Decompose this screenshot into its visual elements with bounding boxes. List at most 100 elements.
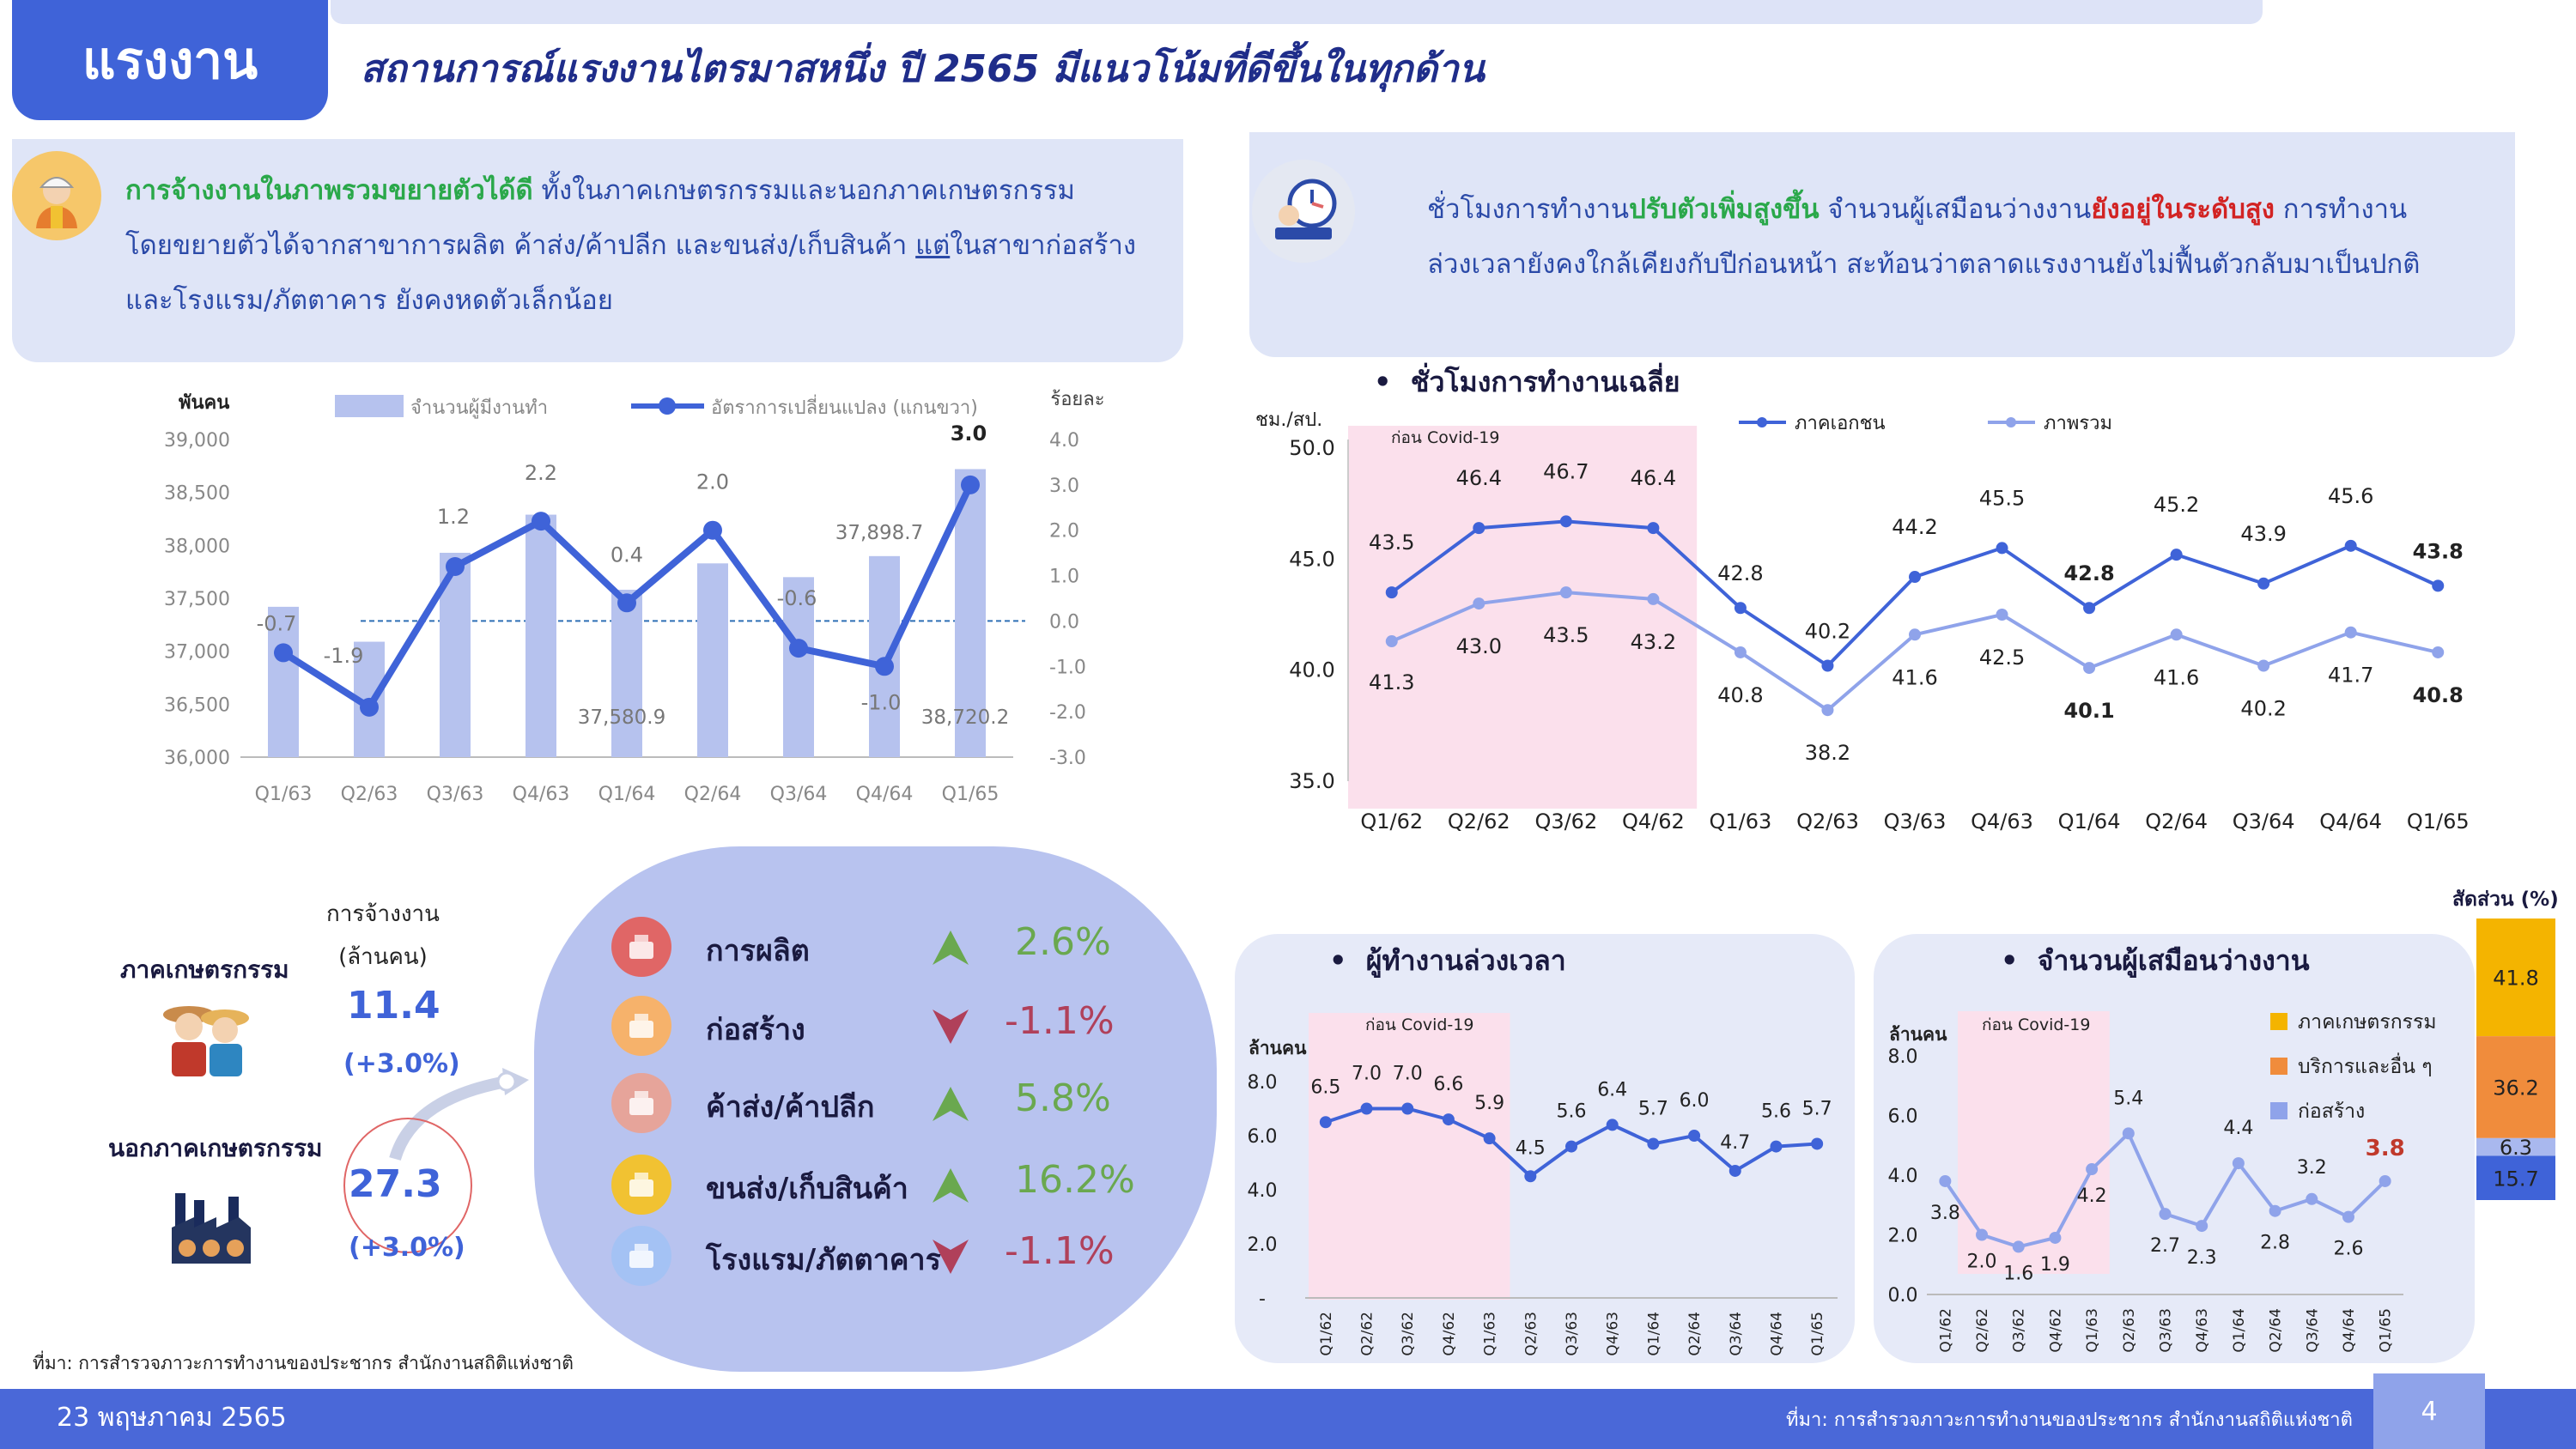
- underemployed-point: [2306, 1192, 2318, 1205]
- overtime-chart-title-text: ผู้ทำงานล่วงเวลา: [1365, 944, 1566, 977]
- x-tick: Q1/64: [598, 784, 656, 805]
- private-point: [2432, 579, 2445, 592]
- change-label: 0.4: [611, 543, 643, 567]
- y-tick: 35.0: [1289, 769, 1334, 793]
- change-point: [789, 639, 808, 658]
- change-label: 2.0: [696, 470, 729, 494]
- x-tick: Q1/65: [1809, 1312, 1826, 1356]
- private-point: [1996, 542, 2008, 555]
- sector-icon: [611, 1226, 671, 1286]
- overall-label: 43.5: [1543, 623, 1589, 647]
- overtime-label: 6.4: [1597, 1079, 1627, 1100]
- nonagri-label: นอกภาคเกษตรกรรม: [108, 1134, 323, 1162]
- hours-line1c: การทำงาน: [2274, 194, 2408, 225]
- y-tick-right: -1.0: [1049, 657, 1086, 678]
- y-tick-left: 36,000: [164, 748, 230, 769]
- overall-label: 40.1: [2063, 699, 2114, 723]
- x-tick: Q2/62: [1448, 809, 1510, 834]
- x-tick: Q2/64: [684, 784, 742, 805]
- change-label: -0.6: [777, 586, 817, 610]
- x-tick: Q4/63: [1605, 1312, 1622, 1356]
- underemployed-point: [2159, 1208, 2172, 1221]
- hours-highlight-up: ปรับตัวเพิ่มสูงขึ้น: [1629, 194, 1820, 225]
- share-segment: [2476, 1137, 2555, 1156]
- x-tick: Q2/62: [1359, 1312, 1376, 1356]
- overall-point: [1559, 586, 1572, 599]
- legend-swatch: [2270, 1013, 2287, 1030]
- y-tick: 50.0: [1289, 436, 1334, 460]
- sector-value: -1.1%: [1005, 999, 1115, 1043]
- y-tick: 2.0: [1248, 1234, 1278, 1256]
- hours-highlight-high: ยังอยู่ในระดับสูง: [2091, 194, 2275, 225]
- overtime-point: [1565, 1140, 1577, 1153]
- underemployed-point: [2086, 1163, 2099, 1176]
- legend-bar-swatch: [335, 395, 404, 417]
- overtime-point: [1524, 1170, 1537, 1183]
- hours-summary-text: ชั่วโมงการทำงานปรับตัวเพิ่มสูงขึ้น จำนวน…: [1427, 182, 2509, 292]
- legend-private-label: ภาคเอกชน: [1795, 413, 1886, 434]
- overtime-point: [1770, 1140, 1783, 1153]
- y-tick-right: -2.0: [1049, 702, 1086, 724]
- arrow-down-icon: [929, 1234, 972, 1277]
- y-tick: 4.0: [1248, 1180, 1278, 1202]
- y-tick: 45.0: [1289, 547, 1334, 571]
- bar: [955, 469, 986, 757]
- private-label: 40.2: [1805, 619, 1850, 643]
- underemployed-label: 2.0: [1967, 1252, 1997, 1273]
- private-point: [1385, 586, 1398, 599]
- change-point: [446, 557, 465, 576]
- private-label: 43.8: [2413, 539, 2464, 563]
- bar: [869, 555, 900, 757]
- share-label: 36.2: [2493, 1076, 2538, 1100]
- y-tick-left: 38,500: [164, 483, 230, 505]
- x-tick: Q4/62: [2047, 1308, 2064, 1353]
- x-tick: Q1/64: [2058, 809, 2121, 834]
- private-point: [1647, 522, 1660, 535]
- y-tick-left: 37,500: [164, 589, 230, 610]
- x-tick: Q1/62: [1360, 809, 1423, 834]
- bar: [783, 577, 814, 757]
- y-label: ชม./สป.: [1255, 409, 1322, 431]
- private-label: 42.8: [2063, 561, 2114, 585]
- y-tick-left: 36,500: [164, 694, 230, 716]
- employment-line2-underline: แต่: [915, 230, 951, 261]
- private-label: 45.2: [2154, 493, 2199, 517]
- agri-change: (+3.0%): [343, 1049, 460, 1079]
- clock-icon: [1252, 160, 1355, 263]
- x-tick: Q4/62: [1441, 1312, 1458, 1356]
- sector-icon: [611, 917, 671, 977]
- legend-line-marker: [659, 397, 676, 415]
- private-point: [1559, 515, 1572, 528]
- overtime-point: [1442, 1113, 1455, 1126]
- employment-heading-line2: (ล้านคน): [338, 944, 428, 970]
- change-label: 3.0: [951, 421, 987, 446]
- y-tick-left: 39,000: [164, 430, 230, 452]
- underemployed-point: [2379, 1174, 2391, 1187]
- private-point: [1909, 571, 1921, 584]
- y-label: ล้านคน: [1889, 1024, 1947, 1045]
- overall-label: 40.8: [1717, 683, 1763, 707]
- private-label: 46.7: [1543, 459, 1589, 483]
- x-tick: Q4/64: [856, 784, 914, 805]
- change-point: [532, 512, 550, 531]
- change-point: [360, 697, 379, 717]
- private-label: 45.5: [1979, 486, 2025, 510]
- y-tick: 0.0: [1888, 1285, 1918, 1307]
- x-tick: Q1/63: [1482, 1312, 1499, 1356]
- private-point: [2344, 539, 2357, 552]
- x-tick: Q2/63: [1796, 809, 1859, 834]
- underemployed-chart-title-text: จำนวนผู้เสมือนว่างงาน: [2037, 944, 2310, 977]
- employment-line2b: ในสาขาก่อสร้าง: [950, 230, 1137, 261]
- overtime-point: [1606, 1119, 1619, 1131]
- x-tick: Q4/63: [2194, 1308, 2211, 1353]
- change-point: [961, 475, 980, 494]
- overall-label: 38.2: [1805, 741, 1850, 765]
- private-label: 43.5: [1369, 530, 1414, 555]
- change-label: -1.0: [861, 690, 902, 714]
- employment-highlight: การจ้างงานในภาพรวมขยายตัวได้ดี: [125, 175, 533, 206]
- sector-icon: [611, 1155, 671, 1215]
- underemployed-label: 5.4: [2113, 1088, 2143, 1109]
- underemployed-label: 2.3: [2187, 1247, 2217, 1269]
- underemployed-chart: ก่อน Covid-19 0.0 2.0 4.0 6.0 8.0ล้านคน 3.8 Q1/…: [1888, 1011, 2437, 1353]
- overtime-point: [1483, 1132, 1496, 1145]
